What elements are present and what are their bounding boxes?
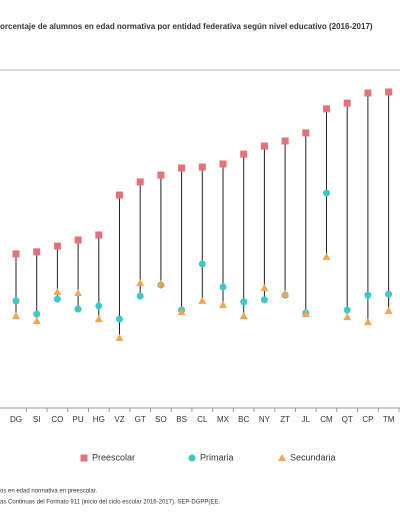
- point: [74, 289, 83, 297]
- point: [116, 191, 123, 199]
- x-tick-label: MX: [217, 415, 230, 424]
- x-tick-label: PU: [73, 415, 84, 424]
- point: [156, 279, 165, 287]
- x-tick-label: GT: [135, 415, 146, 424]
- point: [363, 318, 372, 326]
- point: [198, 163, 206, 171]
- legend-marker: [188, 454, 196, 462]
- point: [364, 291, 372, 299]
- x-tick-label: NY: [259, 415, 271, 424]
- point: [33, 310, 41, 318]
- point: [178, 164, 186, 172]
- point: [281, 290, 290, 298]
- point: [136, 178, 144, 186]
- point: [301, 310, 310, 318]
- point: [385, 290, 393, 298]
- point: [322, 252, 331, 260]
- x-tick-label: QT: [342, 415, 353, 424]
- point: [343, 313, 352, 321]
- x-tick-label: TM: [383, 415, 395, 424]
- point: [136, 278, 145, 286]
- point: [240, 298, 248, 306]
- point: [116, 315, 123, 323]
- point: [177, 308, 186, 316]
- point: [198, 260, 206, 268]
- point: [323, 189, 330, 197]
- point: [260, 142, 268, 150]
- x-tick-label: JL: [302, 415, 311, 424]
- note: as Continuas del Formato 911 (inicio del…: [0, 500, 220, 506]
- point: [12, 297, 20, 305]
- point: [33, 248, 41, 256]
- legend-label: Preescolar: [92, 452, 135, 462]
- point: [95, 302, 103, 310]
- point: [323, 105, 330, 113]
- point: [157, 171, 165, 179]
- legend-label: Secundaria: [290, 452, 336, 462]
- point: [198, 296, 207, 304]
- point: [302, 129, 310, 137]
- x-tick-label: SI: [33, 415, 41, 424]
- x-tick-label: HG: [93, 415, 105, 424]
- x-tick-label: CO: [51, 415, 63, 424]
- point: [219, 160, 227, 168]
- point: [136, 292, 144, 300]
- point: [343, 99, 351, 107]
- point: [384, 306, 393, 314]
- point: [343, 306, 351, 314]
- point: [53, 295, 61, 303]
- x-tick-label: BC: [238, 415, 249, 424]
- chart-title: orcentaje de alumnos en edad normativa p…: [0, 22, 373, 31]
- x-tick-label: DG: [10, 415, 22, 424]
- point: [240, 150, 248, 158]
- legend-label: Primaria: [200, 452, 234, 462]
- point: [385, 88, 393, 96]
- point: [32, 317, 41, 325]
- point: [94, 315, 103, 323]
- x-tick-label: CP: [362, 415, 373, 424]
- point: [53, 242, 61, 250]
- point: [53, 288, 62, 296]
- point: [74, 305, 82, 313]
- point: [364, 89, 372, 97]
- point: [95, 231, 103, 239]
- point: [219, 300, 227, 308]
- x-tick-label: VZ: [114, 415, 124, 424]
- point: [115, 334, 124, 342]
- legend-marker: [80, 454, 88, 462]
- point: [219, 283, 227, 291]
- point: [281, 137, 289, 145]
- x-tick-label: SO: [155, 415, 167, 424]
- x-tick-label: CM: [320, 415, 333, 424]
- note: os en edad normativa en preescolar.: [0, 489, 97, 495]
- legend-marker: [278, 454, 286, 461]
- point: [239, 312, 248, 320]
- point: [74, 236, 82, 244]
- point: [12, 250, 20, 258]
- x-tick-label: CL: [197, 415, 208, 424]
- point: [260, 296, 268, 304]
- x-tick-label: ZT: [280, 415, 290, 424]
- point: [12, 312, 20, 320]
- x-tick-label: BS: [176, 415, 187, 424]
- point: [260, 284, 269, 292]
